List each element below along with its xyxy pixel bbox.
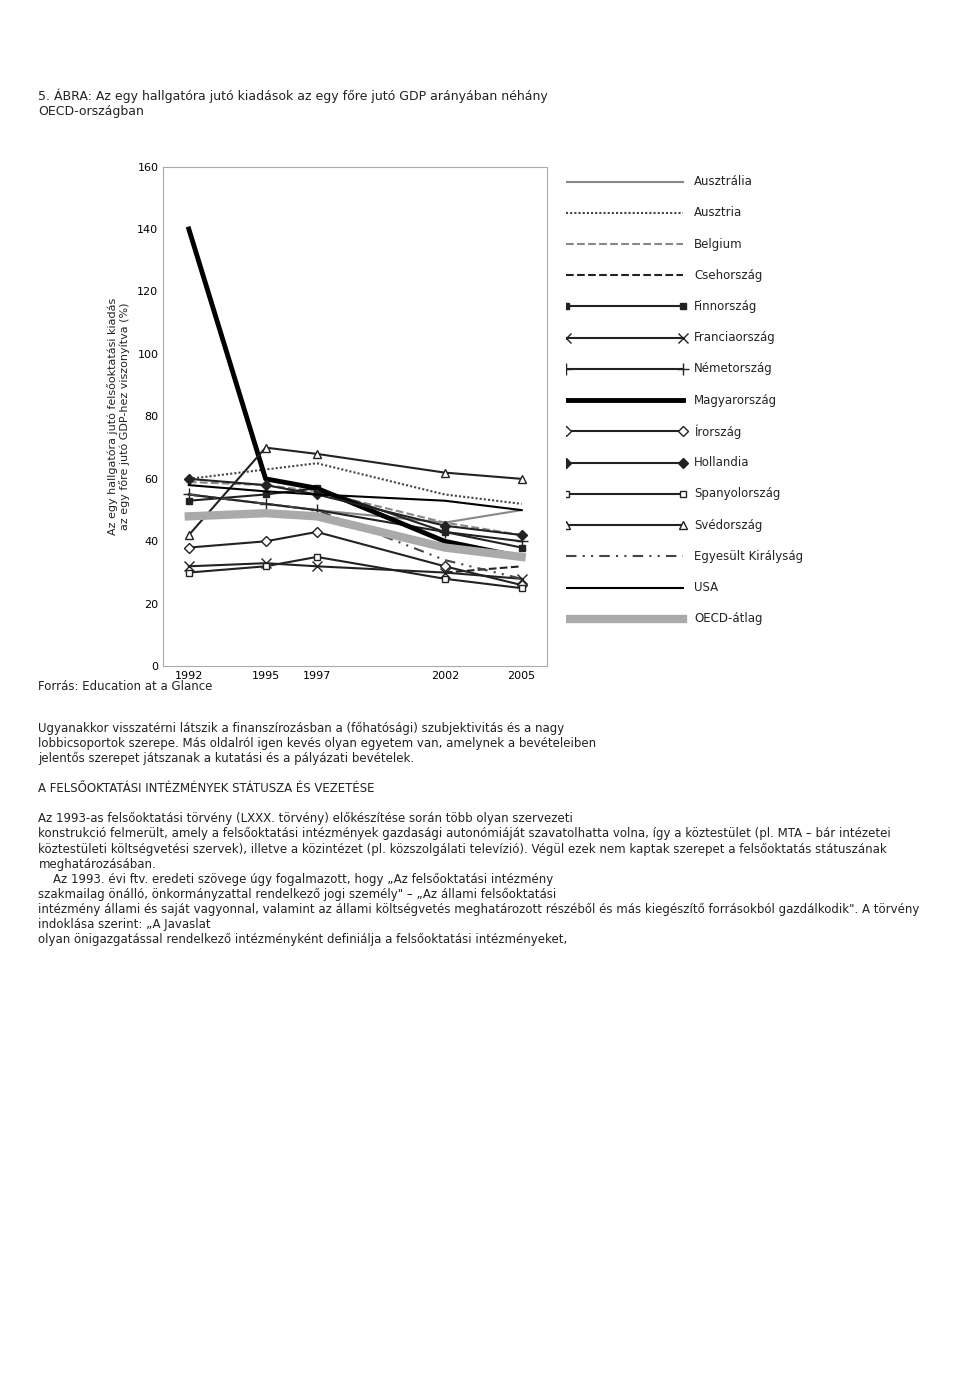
Text: Egyesült Királyság: Egyesült Királyság: [694, 550, 804, 562]
Text: OECD-átlag: OECD-átlag: [694, 612, 762, 625]
Text: Franciaország: Franciaország: [694, 332, 776, 344]
Y-axis label: Az egy hallgatóra jutó felsőoktatási kiadás
az egy főre jutó GDP-hez viszonyítva: Az egy hallgatóra jutó felsőoktatási kia…: [107, 298, 131, 534]
Text: Ausztria: Ausztria: [694, 207, 742, 219]
Text: Csehország: Csehország: [694, 269, 762, 282]
Text: Hollandia: Hollandia: [694, 457, 750, 469]
Text: Ugyanakkor visszatérni látszik a finanszírozásban a (főhatósági) szubjektivitás : Ugyanakkor visszatérni látszik a finansz…: [38, 722, 920, 947]
Text: Németország: Németország: [694, 362, 773, 375]
Text: 5. ÁBRA: Az egy hallgatóra jutó kiadások az egy főre jutó GDP arányában néhány
O: 5. ÁBRA: Az egy hallgatóra jutó kiadások…: [38, 89, 548, 118]
Text: Belgium: Belgium: [694, 237, 743, 250]
Text: Írország: Írország: [694, 425, 741, 439]
Text: Forrás: Education at a Glance: Forrás: Education at a Glance: [38, 680, 213, 693]
Text: Ausztrália: Ausztrália: [694, 175, 753, 187]
Text: Magyarország: Magyarország: [694, 394, 778, 407]
Text: Finnország: Finnország: [694, 300, 757, 312]
Text: Spanyolország: Spanyolország: [694, 487, 780, 500]
Text: Svédország: Svédország: [694, 519, 762, 532]
Text: USA: USA: [694, 582, 718, 594]
